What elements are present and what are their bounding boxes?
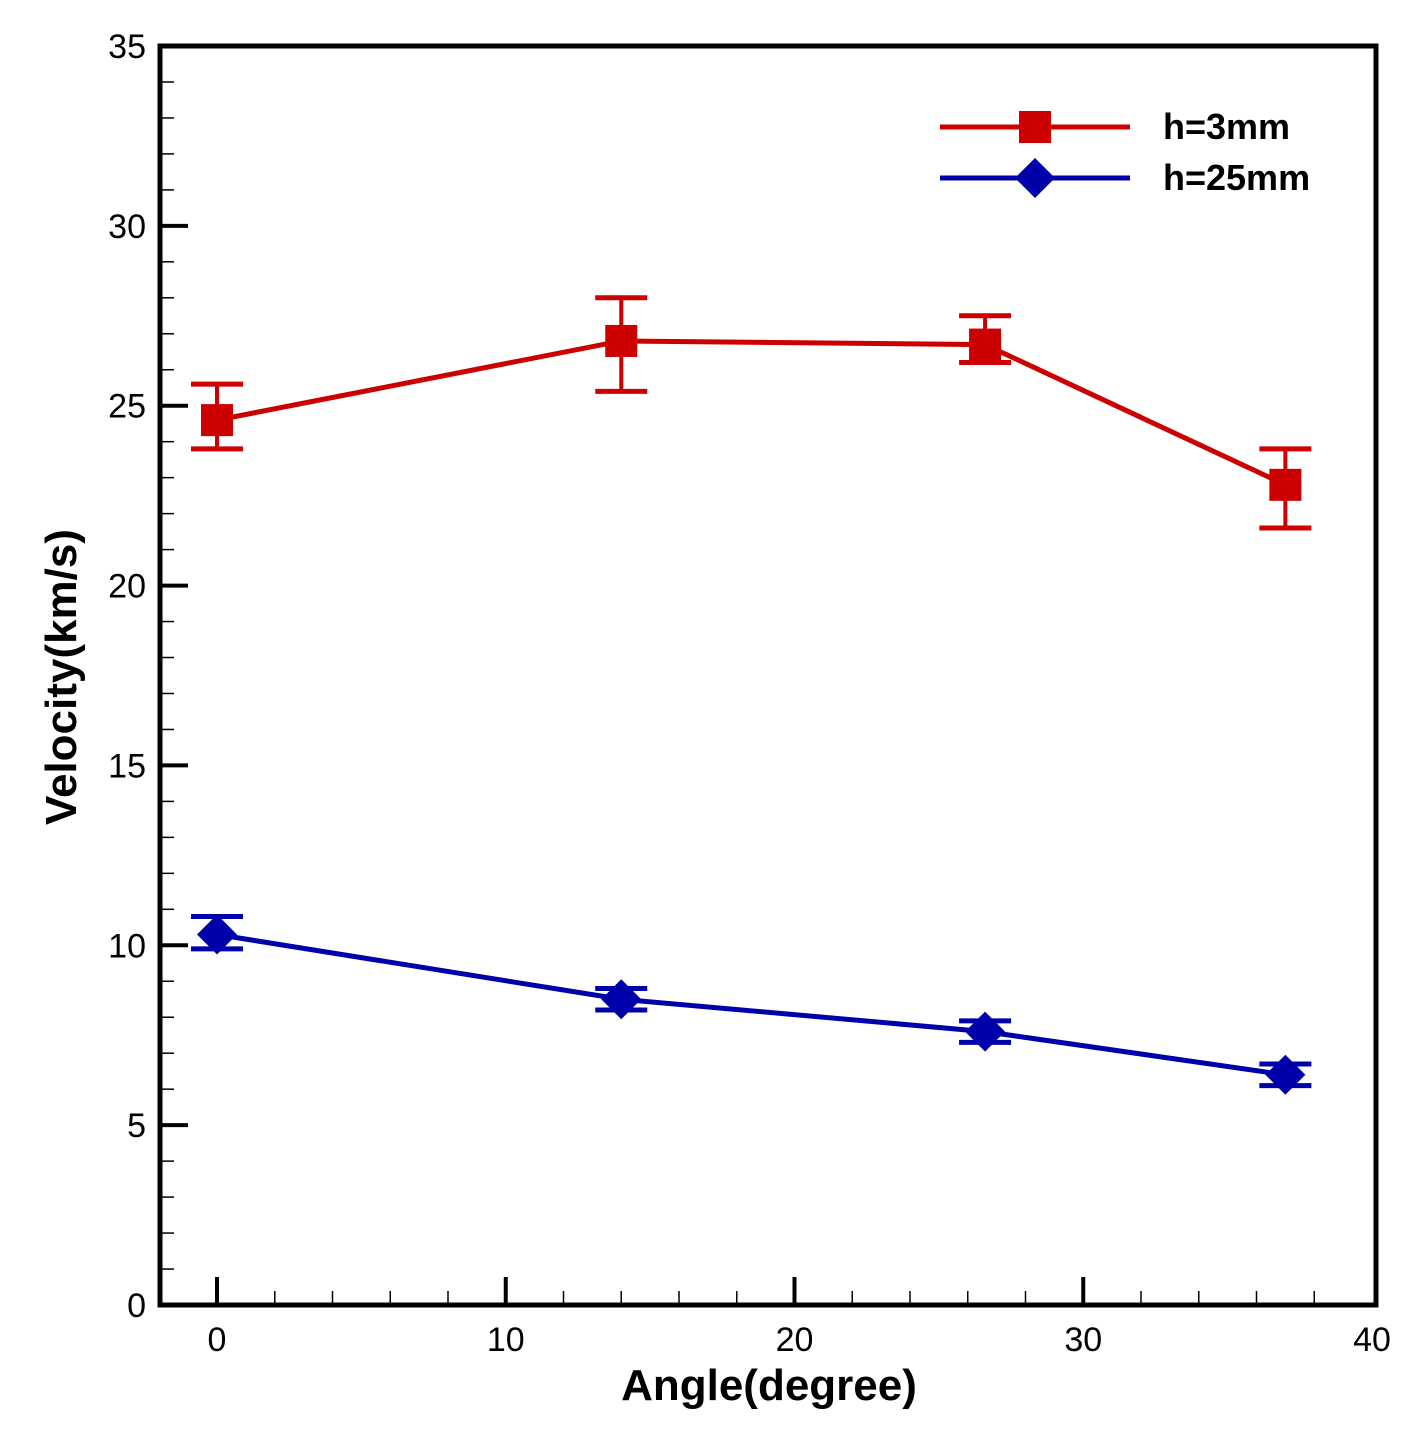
x-tick-label: 30 (1064, 1321, 1102, 1359)
legend-label: h=3mm (1163, 106, 1290, 147)
plot-frame (157, 43, 1379, 1308)
axes: 0 5 10 15 20 25 30 35 0 10 20 30 40 (108, 28, 1391, 1359)
data-point (201, 404, 233, 437)
data-point (601, 979, 642, 1020)
legend: h=3mm h=25mm (940, 106, 1310, 198)
y-tick-label: 5 (127, 1107, 146, 1145)
y-tick-label: 10 (108, 927, 146, 965)
legend-marker (1019, 111, 1051, 143)
data-point (197, 914, 237, 955)
x-tick-label: 40 (1353, 1321, 1391, 1359)
y-tick-label: 25 (108, 388, 146, 426)
y-axis-title: Velocity(km/s) (37, 529, 86, 825)
data-point (1265, 1054, 1306, 1095)
data-point (605, 324, 638, 357)
series-line (216, 932, 1286, 1078)
y-tick-label: 0 (127, 1287, 146, 1325)
x-axis-title: Angle(degree) (621, 1361, 917, 1410)
x-tick-label: 20 (776, 1321, 814, 1359)
series-line (216, 338, 1287, 488)
y-tick-label: 35 (108, 28, 146, 66)
data-point (1269, 468, 1302, 501)
legend-label: h=25mm (1163, 157, 1310, 198)
data-point (969, 328, 1002, 361)
series-layer (191, 295, 1312, 1095)
x-tick-label: 0 (208, 1321, 227, 1359)
legend-marker (1015, 158, 1055, 198)
x-tick-label: 10 (487, 1321, 525, 1359)
series-h3mm (191, 295, 1312, 531)
data-point (965, 1011, 1006, 1052)
y-tick-label: 30 (108, 208, 146, 246)
series-h25mm (191, 914, 1312, 1095)
y-tick-label: 15 (108, 747, 146, 785)
y-tick-label: 20 (108, 568, 146, 606)
